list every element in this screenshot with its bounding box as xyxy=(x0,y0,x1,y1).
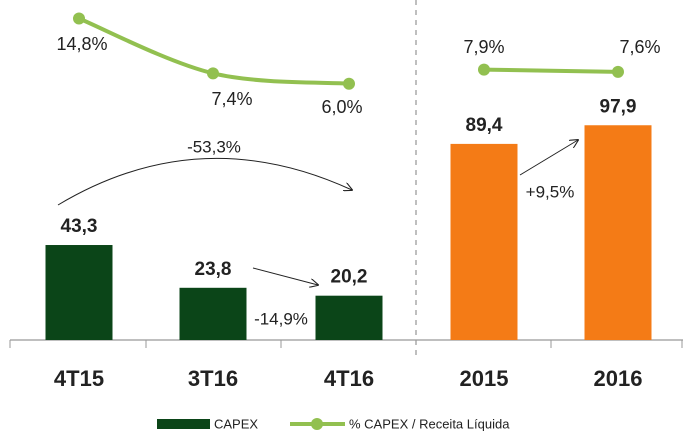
line-value-label: 7,4% xyxy=(211,89,252,109)
bar-value-label: 43,3 xyxy=(61,216,98,237)
x-tick-label: 3T16 xyxy=(188,366,238,391)
line-value-label: 14,8% xyxy=(56,34,107,54)
bar-value-label: 97,9 xyxy=(600,96,637,117)
line-value-label: 7,9% xyxy=(463,37,504,57)
bar xyxy=(584,125,652,340)
bar xyxy=(179,287,247,340)
line xyxy=(483,67,619,74)
line-point xyxy=(207,67,219,80)
annotation-arrow xyxy=(519,140,578,176)
bar-value-label: 20,2 xyxy=(331,267,368,288)
x-tick-label: 4T16 xyxy=(324,366,374,391)
legend-swatch xyxy=(157,419,210,429)
bar xyxy=(315,295,383,340)
line-point xyxy=(612,65,624,78)
bar-value-label: 89,4 xyxy=(466,115,503,136)
annotation: -14,9% xyxy=(254,309,308,328)
bar xyxy=(45,245,113,340)
x-tick-label: 2015 xyxy=(460,366,509,391)
legend-marker xyxy=(311,418,323,430)
bar-value-label: 23,8 xyxy=(195,259,232,280)
annotation-arrow xyxy=(57,157,352,206)
annotation-arrow xyxy=(252,267,318,285)
line-value-label: 7,6% xyxy=(619,37,660,57)
annotation: -53,3% xyxy=(187,137,241,156)
line-point xyxy=(73,12,85,25)
ticks xyxy=(9,340,683,348)
legend-label: % CAPEX / Receita Líquida xyxy=(349,416,510,431)
bar xyxy=(450,143,518,340)
line-value-label: 6,0% xyxy=(321,97,362,117)
line-point xyxy=(478,63,490,76)
x-tick-label: 2016 xyxy=(594,366,643,391)
line-point xyxy=(343,77,355,90)
x-tick-label: 4T15 xyxy=(54,366,104,391)
legend-label: CAPEX xyxy=(214,416,258,431)
annotation: +9,5% xyxy=(526,182,575,201)
